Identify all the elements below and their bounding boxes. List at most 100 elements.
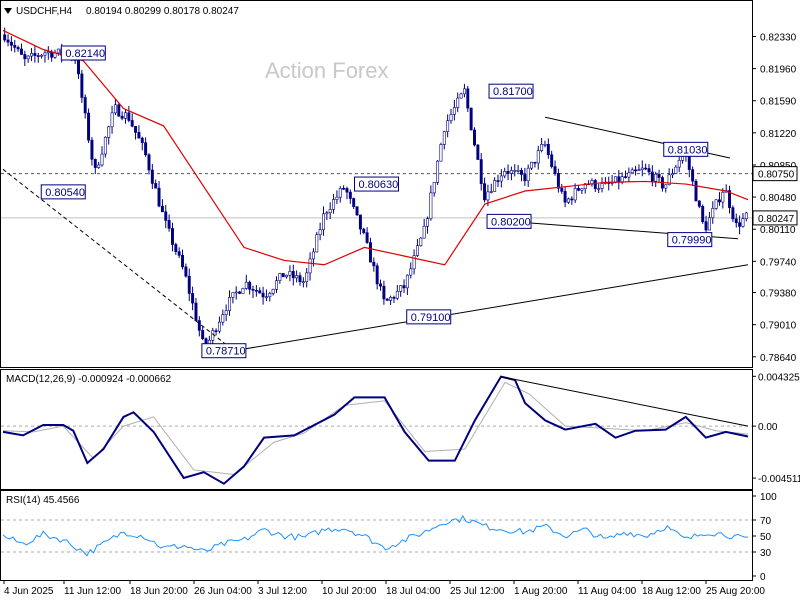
macd-y-tick-label: 0.004325	[758, 372, 800, 383]
macd-line	[2, 375, 749, 485]
candle-body	[473, 129, 476, 146]
candle-body	[308, 258, 312, 274]
candle-body	[285, 274, 289, 278]
candle-body	[144, 142, 148, 156]
price-layer: 0.823300.819600.815900.812200.808500.804…	[1, 27, 798, 364]
price-y-tick-label: 0.80110	[760, 225, 796, 236]
candle-body	[711, 208, 715, 219]
candle-body	[412, 255, 416, 270]
candle-body	[221, 314, 225, 323]
candle-body	[439, 144, 443, 162]
candle-body	[409, 268, 413, 276]
x-tick-label: 11 Jun 12:00	[64, 586, 122, 597]
candle-body	[281, 273, 285, 278]
candle-body	[496, 180, 500, 182]
candle-body	[734, 218, 738, 223]
candle-body	[254, 290, 258, 292]
candle-body	[238, 291, 242, 294]
rsi-layer: 100 70 50 30 0	[1, 492, 777, 583]
candle-body	[83, 97, 87, 114]
triangle-down-icon[interactable]	[4, 8, 12, 14]
candle-body	[550, 154, 554, 167]
price-badge	[752, 210, 798, 226]
x-tick-label: 10 Jul 20:00	[322, 586, 377, 597]
watermark: Action Forex	[265, 58, 389, 83]
candle-body	[244, 281, 248, 289]
candle-body	[298, 275, 302, 283]
price-y-tick-label: 0.81590	[760, 97, 797, 108]
candle-body	[436, 160, 440, 183]
candle-body	[342, 188, 346, 190]
candle-body	[43, 52, 47, 56]
price-badge	[752, 166, 798, 182]
candle-body	[426, 218, 429, 227]
candle-body	[177, 251, 181, 256]
candle-body	[140, 137, 144, 143]
price-annotation-box	[488, 83, 534, 99]
candle-body	[234, 291, 238, 294]
candle-body	[137, 132, 141, 139]
candle-body	[345, 188, 349, 193]
price-y-tick-label: 0.81220	[760, 129, 797, 140]
candle-body	[546, 143, 550, 156]
candle-body	[90, 139, 94, 160]
candle-body	[120, 115, 124, 119]
candle-body	[718, 199, 721, 203]
macd-trendline[interactable]	[500, 376, 749, 427]
x-tick-label: 18 Aug 12:00	[642, 586, 701, 597]
candle-body	[506, 171, 510, 174]
candle-body	[570, 198, 574, 201]
candle-body	[258, 290, 262, 294]
candle-body	[469, 107, 473, 131]
candle-body	[201, 330, 205, 339]
candle-body	[248, 281, 252, 290]
candle-body	[382, 285, 386, 300]
price-annotation-box	[40, 184, 86, 200]
candle-body	[405, 274, 409, 289]
candle-body	[130, 120, 134, 127]
candle-body	[395, 291, 399, 299]
candle-body	[301, 281, 305, 283]
price-annotation-box	[201, 343, 247, 359]
price-annotation-box	[406, 309, 452, 325]
rsi-y-tick-label: 100	[760, 492, 777, 503]
rsi-y-tick-label: 70	[760, 516, 772, 527]
price-y-tick-label: 0.82330	[760, 32, 797, 43]
x-tick-label: 4 Jun 2025	[4, 586, 54, 597]
candle-body	[553, 166, 557, 174]
candle-body	[365, 232, 369, 243]
price-trendline[interactable]	[233, 264, 749, 352]
candle-body	[516, 170, 520, 172]
candle-body	[181, 255, 185, 268]
x-tick-label: 18 Jul 04:00	[386, 586, 441, 597]
candle-body	[392, 297, 396, 299]
candle-body	[154, 183, 158, 189]
candle-body	[113, 104, 117, 114]
candle-body	[520, 170, 523, 175]
candle-body	[46, 51, 50, 54]
price-annotation-label: 0.78710	[206, 346, 246, 358]
candle-body	[124, 112, 127, 119]
x-tick-label: 25 Jul 12:00	[450, 586, 505, 597]
rsi-line	[2, 514, 749, 557]
price-y-tick-label: 0.78640	[760, 353, 797, 364]
candle-body	[389, 297, 393, 301]
candle-body	[536, 150, 540, 164]
x-tick-label: 3 Jul 12:00	[258, 586, 307, 597]
candle-body	[563, 191, 567, 203]
candle-body	[275, 280, 278, 290]
macd-panel[interactable]	[0, 369, 753, 490]
candle-body	[26, 55, 30, 60]
candle-body	[650, 171, 654, 182]
candle-body	[291, 271, 295, 279]
price-annotation-box	[663, 141, 709, 157]
price-y-tick-label: 0.80480	[760, 193, 797, 204]
rsi-title: RSI(14) 45.4566	[6, 495, 80, 506]
candle-body	[19, 48, 23, 55]
x-tick-label: 25 Aug 20:00	[706, 586, 765, 597]
candle-body	[214, 330, 218, 332]
candle-body	[157, 187, 161, 207]
candle-body	[446, 120, 450, 132]
candle-body	[134, 126, 138, 133]
candle-body	[573, 188, 577, 201]
